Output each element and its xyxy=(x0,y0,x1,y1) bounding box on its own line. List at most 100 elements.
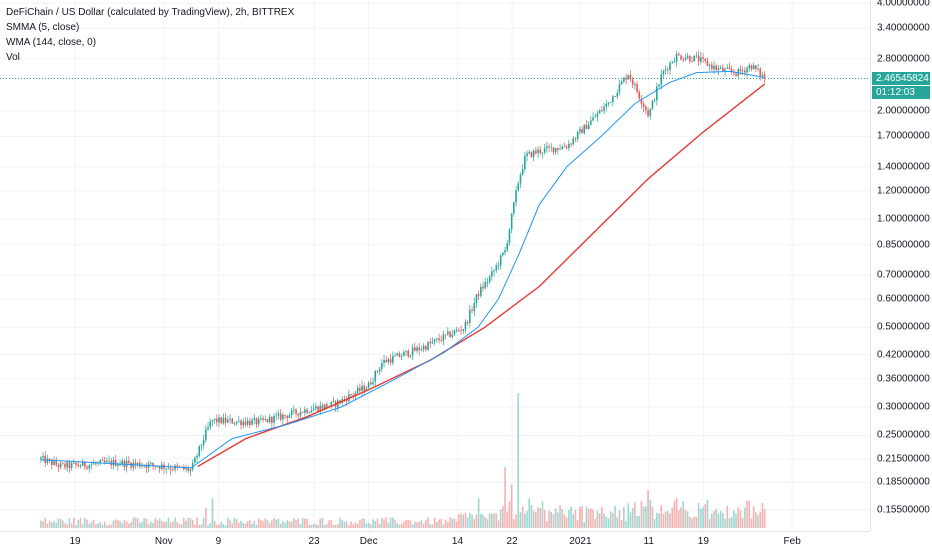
candle-up xyxy=(156,466,159,468)
volume-bar xyxy=(328,520,330,528)
volume-bar xyxy=(152,522,154,528)
volume-bar xyxy=(326,524,328,528)
candle-down xyxy=(295,409,297,414)
candle-down xyxy=(183,466,185,470)
volume-bar xyxy=(66,524,69,528)
candle-down xyxy=(581,129,583,134)
volume-bar xyxy=(737,507,740,528)
candle-down xyxy=(48,458,51,460)
candle-up xyxy=(189,469,192,472)
volume-bar xyxy=(183,517,185,528)
volume-bar xyxy=(387,523,390,528)
volume-bar xyxy=(741,517,744,528)
candle-down xyxy=(570,143,572,145)
legend-smma[interactable]: SMMA (5, close) xyxy=(6,22,80,33)
time-tick-label: 14 xyxy=(451,536,464,547)
volume-bar xyxy=(304,518,306,528)
volume-bar xyxy=(288,521,291,528)
volume-bar xyxy=(752,506,755,528)
price-tick-label: 1.00000000 xyxy=(877,213,930,225)
volume-bar xyxy=(482,514,484,528)
candle-up xyxy=(620,81,623,85)
candle-up xyxy=(499,255,502,266)
volume-bar xyxy=(253,520,256,528)
candle-up xyxy=(662,70,665,75)
candle-up xyxy=(207,426,209,430)
candle-down xyxy=(169,468,172,470)
volume-bar xyxy=(455,521,458,528)
candle-up xyxy=(693,55,696,62)
volume-bar xyxy=(196,517,198,528)
candle-up xyxy=(453,330,456,335)
candle-up xyxy=(365,388,368,391)
candle-down xyxy=(715,65,718,70)
legend-title[interactable]: DeFiChain / US Dollar (calculated by Tra… xyxy=(6,7,295,18)
volume-bar xyxy=(180,523,183,528)
candle-down xyxy=(678,53,680,56)
volume-bar xyxy=(607,518,610,528)
volume-bar xyxy=(372,519,374,528)
candle-up xyxy=(724,68,726,72)
volume-bar xyxy=(374,520,377,528)
candle-down xyxy=(471,309,473,311)
volume-bar xyxy=(222,524,225,528)
volume-bar xyxy=(44,517,47,528)
candle-up xyxy=(532,150,535,158)
candle-down xyxy=(57,464,60,468)
candle-up xyxy=(526,153,528,157)
candle-up xyxy=(319,405,322,412)
candle-down xyxy=(642,103,645,107)
volume-bar xyxy=(128,523,130,528)
volume-bar xyxy=(640,501,643,528)
volume-bar xyxy=(425,519,427,528)
volume-bar xyxy=(469,512,471,528)
volume-bar xyxy=(530,505,533,528)
volume-bar xyxy=(264,518,267,528)
volume-bar xyxy=(574,509,577,528)
volume-bar xyxy=(385,517,388,528)
price-tick-label: 3.40000000 xyxy=(877,22,930,34)
volume-bar xyxy=(625,520,627,528)
candle-up xyxy=(656,86,658,101)
volume-bar xyxy=(605,516,608,528)
volume-bar xyxy=(145,518,148,528)
candle-down xyxy=(440,340,443,342)
price-axis[interactable]: 4.00000000 3.40000000 2.80000000 2.00000000… xyxy=(870,0,932,531)
candle-down xyxy=(64,463,66,468)
candle-down xyxy=(86,466,88,469)
volume-bar xyxy=(244,523,247,528)
candle-down xyxy=(321,405,324,409)
volume-bar xyxy=(581,506,583,528)
price-chart[interactable] xyxy=(0,0,870,531)
volume-bar xyxy=(616,517,619,528)
volume-bar xyxy=(363,518,366,528)
candle-up xyxy=(222,417,225,424)
candle-up xyxy=(700,57,702,62)
volume-bar xyxy=(352,524,355,528)
chart-pane[interactable]: DeFiChain / US Dollar (calculated by Tra… xyxy=(0,0,870,531)
legend-wma[interactable]: WMA (144, close, 0) xyxy=(6,37,97,48)
candle-down xyxy=(458,330,460,331)
volume-bar xyxy=(191,519,194,528)
volume-bar xyxy=(416,522,418,528)
volume-bar xyxy=(532,510,535,528)
volume-bar xyxy=(110,524,113,528)
candle-up xyxy=(559,148,561,150)
candle-up xyxy=(607,102,610,104)
legend-vol[interactable]: Vol xyxy=(6,52,20,63)
volume-bar xyxy=(260,520,262,528)
volume-bar xyxy=(695,516,698,528)
candle-up xyxy=(513,202,515,214)
volume-bar xyxy=(57,518,60,528)
candle-down xyxy=(266,419,269,423)
volume-bar xyxy=(667,511,669,528)
candle-up xyxy=(400,356,403,357)
volume-bar xyxy=(543,509,546,528)
time-axis[interactable]: 19 Nov 9 23 Dec 14 22 2021 11 19 Feb xyxy=(0,531,870,551)
volume-bar xyxy=(519,512,522,528)
volume-bar xyxy=(627,503,630,528)
candle-down xyxy=(279,413,282,420)
candle-down xyxy=(755,65,757,70)
volume-bar xyxy=(502,506,504,528)
volume-bar xyxy=(73,517,75,528)
